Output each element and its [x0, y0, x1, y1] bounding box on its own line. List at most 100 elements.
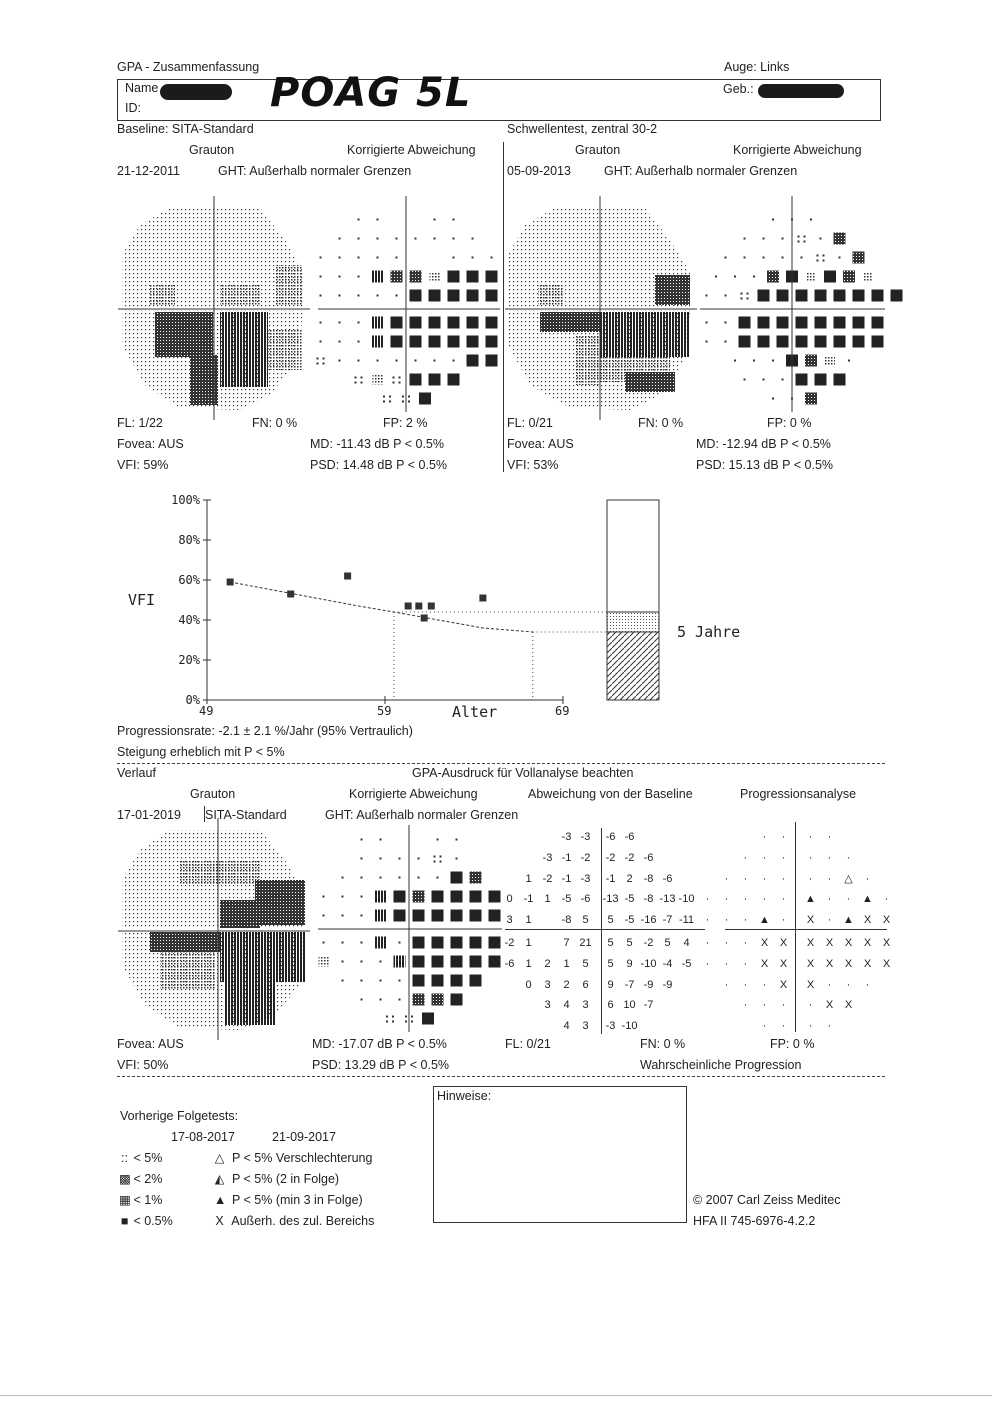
dev-square-1pct: [843, 270, 855, 283]
dev-square: [428, 335, 441, 348]
dev-5pct: [389, 400, 391, 403]
dev-5pct: [392, 376, 395, 379]
grauton-heading-2: Grauton: [575, 143, 621, 157]
dev-dot: [724, 256, 727, 259]
dev-dot: [471, 256, 474, 259]
dev-dot: [379, 857, 382, 860]
dev-square: [890, 289, 903, 302]
dev-5pct: [740, 297, 743, 300]
dev-cell: -3: [605, 1020, 616, 1033]
legend-lt2: ▩ < 2%: [119, 1172, 162, 1186]
dev-square-vline: [393, 955, 406, 968]
dev-cell: 5: [626, 937, 633, 949]
dev-grid-haxis: [505, 929, 705, 930]
dev-square: [409, 335, 422, 348]
prog-cell: ·: [743, 978, 748, 991]
dev-square: [469, 890, 482, 903]
dev-cell: -6: [580, 893, 591, 906]
dev-dot: [455, 838, 458, 841]
exam1-psd: PSD: 14.48 dB P < 0.5%: [310, 458, 448, 472]
bar-range: [606, 611, 660, 633]
dev-5pct: [433, 860, 436, 863]
prog-cell: ·: [827, 978, 832, 991]
dev-dot: [724, 294, 727, 297]
prog-cell: ·: [827, 831, 832, 843]
prog-cell: △: [844, 872, 853, 885]
dev-square: [776, 335, 789, 348]
dev-5pct: [383, 400, 385, 403]
dev-dot: [338, 256, 341, 259]
vfi-point: [479, 594, 487, 602]
dev-square: [390, 316, 403, 329]
dev-5pct: [439, 860, 442, 863]
prog-cell: X: [760, 957, 769, 970]
prog-cell: ·: [846, 978, 851, 991]
dev-dot: [743, 237, 746, 240]
dev-cell: 5: [607, 957, 614, 970]
dev-square: [757, 335, 770, 348]
vfi-point: [404, 602, 412, 610]
dev-square-2pct: [372, 374, 383, 385]
dev-cell: -6: [605, 831, 616, 843]
verlauf-result: Wahrscheinliche Progression: [640, 1058, 802, 1072]
legend2-sym-worse: △: [214, 1151, 225, 1165]
dev-dot: [724, 340, 727, 343]
verlauf-psd: PSD: 13.29 dB P < 0.5%: [312, 1058, 450, 1072]
dev-dot: [705, 321, 708, 324]
dev-dot: [395, 359, 398, 362]
dev-dot: [376, 359, 379, 362]
dev-dot: [360, 914, 363, 917]
prog-cell: ·: [743, 937, 748, 949]
verlauf-note: GPA-Ausdruck für Vollanalyse beachten: [412, 766, 634, 780]
dev-square: [833, 289, 846, 302]
dev-5pct: [322, 362, 325, 365]
prog-cell: ·: [808, 872, 813, 885]
y-tick-label: 20%: [178, 653, 200, 667]
prog-cell: ·: [865, 978, 870, 991]
dev-5pct: [433, 855, 436, 858]
dev-cell: 2: [626, 872, 633, 885]
prev-tests-label: Vorherige Folgetests:: [120, 1109, 239, 1123]
dev-square: [795, 373, 808, 386]
prog-cell: ·: [724, 914, 729, 927]
legend2-outside: X Außerh. des zul. Bereichs: [214, 1214, 374, 1228]
prog-cell: ·: [808, 831, 813, 843]
dev-5pct: [322, 357, 325, 360]
notes-box: [433, 1086, 687, 1223]
prog-cell: ·: [724, 893, 729, 906]
dev-cell: 1: [525, 872, 532, 885]
dev-square: [776, 289, 789, 302]
dev-dot: [417, 876, 420, 879]
dev-square: [466, 270, 479, 283]
exam1-vfi: VFI: 59%: [117, 458, 169, 472]
prog-cell: ·: [743, 999, 748, 1012]
exam2-vfi: VFI: 53%: [507, 458, 559, 472]
dev-cell: -2: [643, 937, 654, 949]
legend2-sym-three: ▲: [214, 1193, 227, 1207]
dev-cell: 2: [563, 978, 570, 991]
legend-lt05: ■ < 0.5%: [119, 1214, 173, 1228]
dev-cell: -6: [643, 851, 654, 864]
dev-square: [431, 936, 444, 949]
dev-dot: [379, 998, 382, 1001]
legend-sym-lt5: ::: [121, 1151, 128, 1165]
dev-square: [466, 354, 479, 367]
y-tick-label: 40%: [178, 613, 200, 627]
dev-dot: [357, 321, 360, 324]
prog-cell: X: [779, 937, 788, 949]
dev-square: [488, 936, 501, 949]
dev-5pct: [816, 259, 819, 262]
dev-cell: -9: [662, 978, 673, 991]
prog-cell: ▲: [759, 914, 770, 927]
prog-cell: ·: [827, 872, 832, 885]
dev-dot: [338, 321, 341, 324]
dev-square-vline: [374, 936, 387, 949]
exam1-md: MD: -11.43 dB P < 0.5%: [310, 437, 444, 451]
dev-square: [824, 270, 836, 283]
dev-5pct: [822, 254, 825, 257]
trend-line: [230, 581, 533, 633]
prog-grid-vaxis: [795, 822, 796, 1032]
exam2-md: MD: -12.94 dB P < 0.5%: [696, 437, 831, 451]
dev-5pct: [383, 395, 385, 398]
